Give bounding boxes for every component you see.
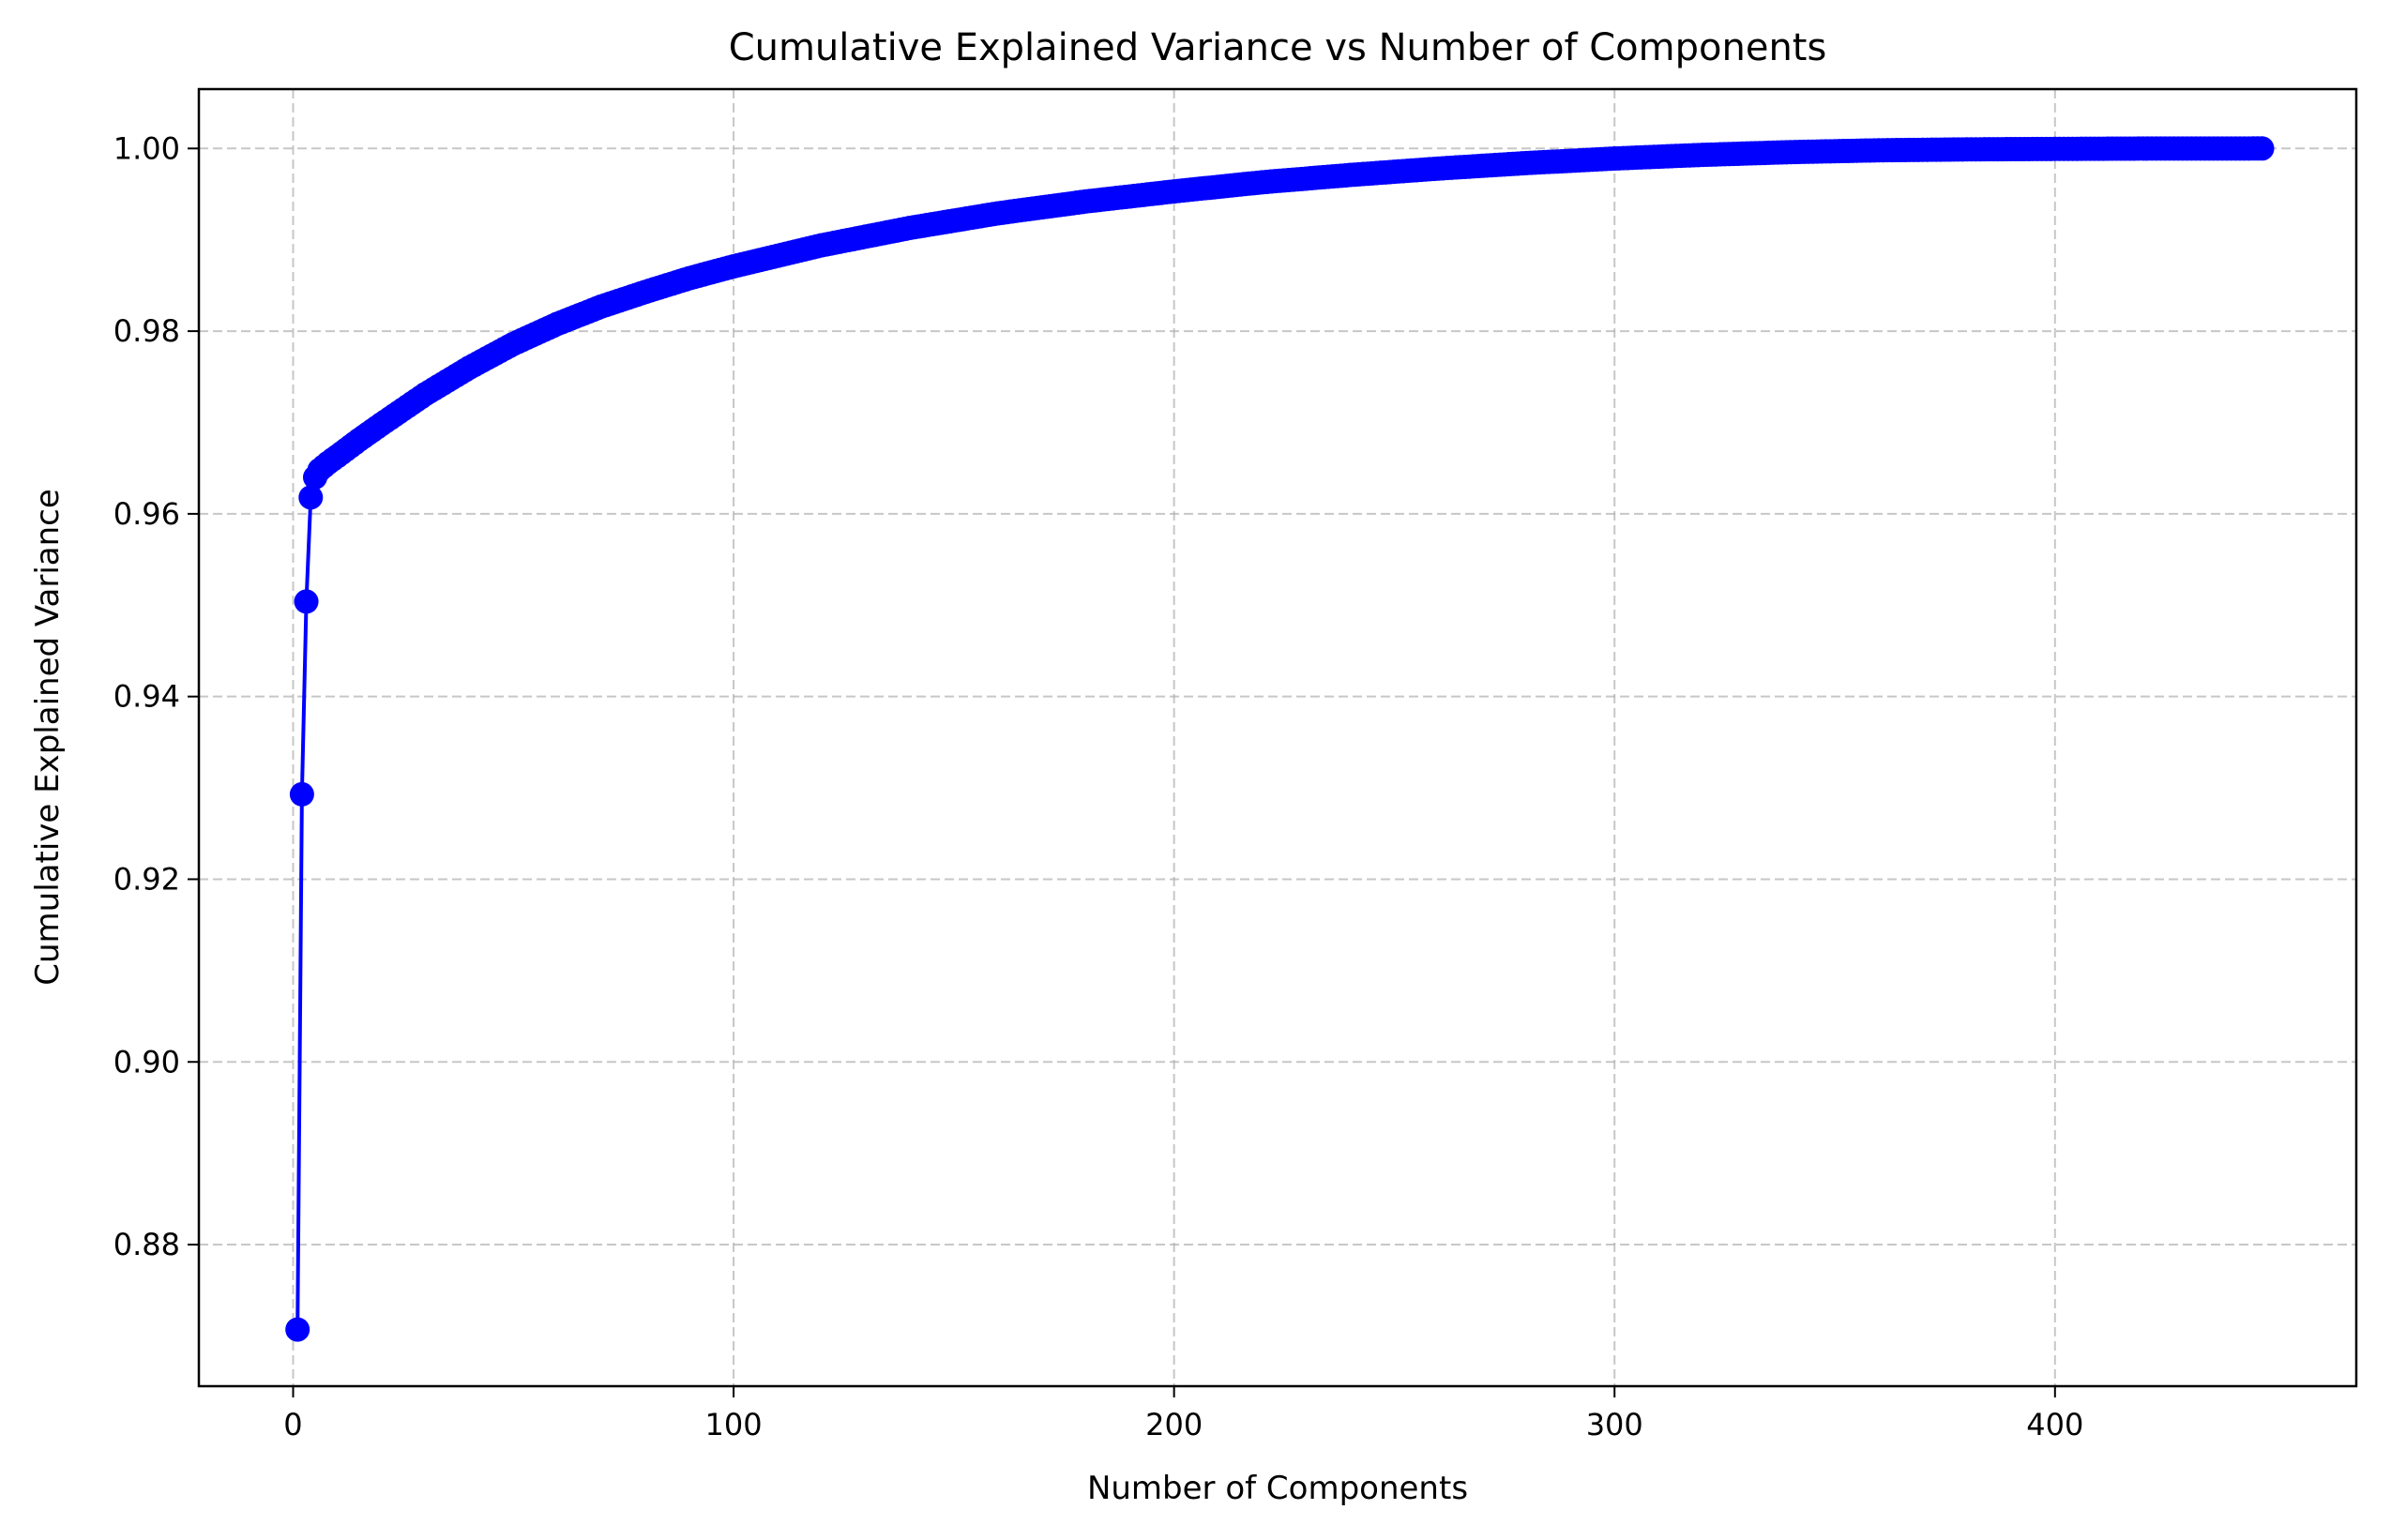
grid-layer — [199, 89, 2356, 1386]
y-tick-label: 0.94 — [113, 679, 180, 715]
x-tick-label: 400 — [2026, 1407, 2083, 1442]
ticks-layer: 0 100 200 300 400 0.88 0.90 0.92 0.94 0.96 0.98 1.0… — [113, 130, 2084, 1442]
data-point — [298, 485, 324, 510]
x-tick-label: 0 — [283, 1407, 302, 1442]
series-layer — [285, 136, 2275, 1342]
y-tick-label: 0.96 — [113, 496, 180, 532]
y-axis-title: Cumulative Explained Variance — [29, 489, 67, 986]
y-tick-label: 0.88 — [113, 1227, 180, 1262]
x-tick-label: 200 — [1145, 1407, 1203, 1442]
data-point — [285, 1317, 310, 1342]
series-line — [295, 146, 2262, 1330]
data-point — [294, 589, 319, 614]
data-point — [289, 781, 314, 807]
chart-title: Cumulative Explained Variance vs Number … — [729, 26, 1827, 69]
y-tick-label: 0.92 — [113, 861, 180, 897]
y-tick-label: 0.90 — [113, 1044, 180, 1080]
data-point — [2249, 136, 2275, 161]
x-axis-title: Number of Components — [1087, 1470, 1468, 1507]
x-tick-label: 100 — [705, 1407, 763, 1442]
y-tick-label: 1.00 — [113, 130, 180, 166]
x-tick-label: 300 — [1586, 1407, 1643, 1442]
y-tick-label: 0.98 — [113, 313, 180, 349]
plot-frame — [197, 87, 2358, 1388]
